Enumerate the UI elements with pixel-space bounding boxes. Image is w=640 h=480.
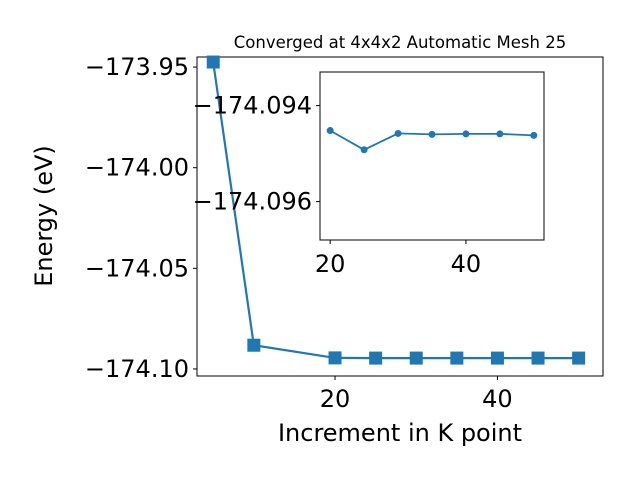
main-data-point — [490, 351, 504, 365]
main-data-point — [572, 351, 586, 365]
main-axis-ticks: 20 40 −174.10 −174.05 −174.00 −173.95 — [85, 53, 513, 413]
main-data-point — [450, 351, 464, 365]
main-y-tick-label: −174.10 — [85, 355, 189, 383]
chart-title: Converged at 4x4x2 Automatic Mesh 25 — [234, 33, 566, 52]
main-series — [206, 55, 586, 365]
main-x-tick-label: 20 — [320, 385, 351, 413]
inset-y-tick-label: −174.096 — [193, 188, 312, 216]
inset-data-point — [326, 127, 334, 135]
inset-axis-ticks: 20 40 −174.096 −174.094 — [193, 92, 482, 278]
main-data-point — [206, 55, 220, 69]
inset-y-tick-label: −174.094 — [193, 92, 312, 120]
main-y-tick-label: −174.00 — [85, 154, 189, 182]
main-data-point — [409, 351, 423, 365]
main-data-point — [247, 338, 261, 352]
inset-plot: 20 40 −174.096 −174.094 — [193, 71, 545, 278]
inset-series — [326, 127, 538, 154]
main-plot-frame — [196, 56, 604, 377]
main-y-tick-label: −173.95 — [85, 53, 189, 81]
inset-data-point — [496, 130, 504, 138]
inset-data-point — [394, 129, 402, 137]
x-axis-label: Increment in K point — [278, 419, 522, 447]
inset-data-point — [462, 130, 470, 138]
y-axis-label: Energy (eV) — [30, 145, 58, 287]
inset-data-point — [360, 146, 368, 154]
inset-data-point — [530, 131, 538, 139]
main-data-point — [369, 351, 383, 365]
main-y-tick-label: −174.05 — [85, 254, 189, 282]
inset-x-tick-label: 40 — [451, 250, 482, 278]
main-data-point — [531, 351, 545, 365]
main-plot: 20 40 −174.10 −174.05 −174.00 −173.95 — [85, 53, 604, 413]
inset-plot-frame — [319, 71, 545, 241]
main-x-tick-label: 40 — [482, 385, 513, 413]
main-data-point — [328, 351, 342, 365]
inset-data-point — [428, 130, 436, 138]
inset-x-tick-label: 20 — [315, 250, 346, 278]
